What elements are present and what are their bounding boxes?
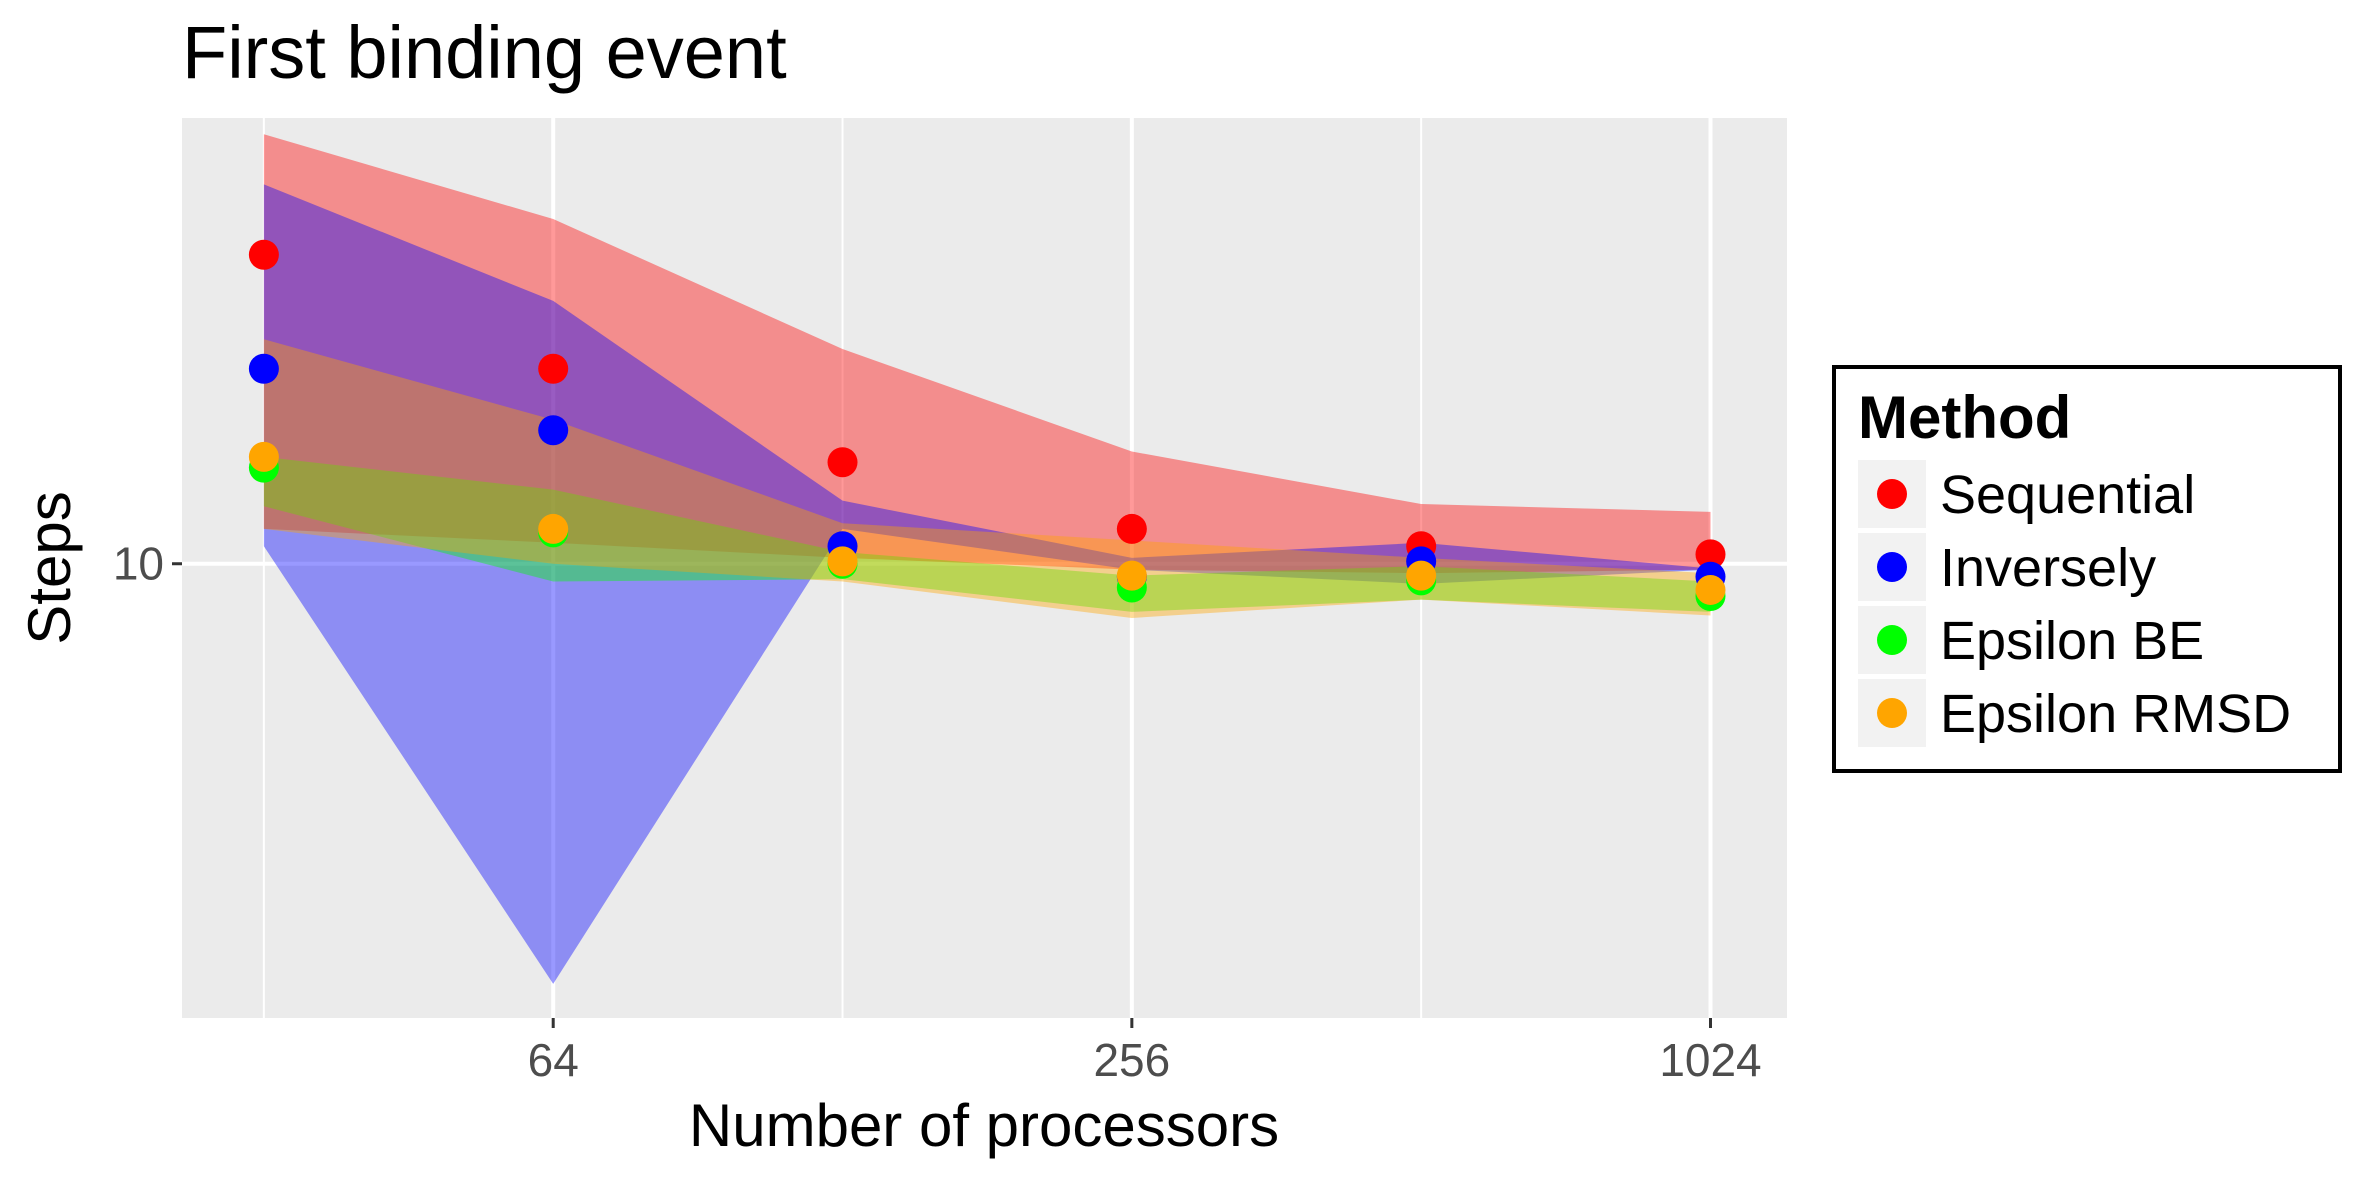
y-axis-title: Steps — [16, 491, 83, 644]
legend: Method Sequential Inversely Epsilon BE Epsi… — [1832, 365, 2342, 773]
point-epsilon-rmsd — [827, 546, 858, 577]
point-inversely — [538, 415, 569, 446]
point-sequential — [1116, 513, 1147, 544]
legend-items: Sequential Inversely Epsilon BE Epsilon RMS… — [1858, 460, 2291, 747]
point-epsilon-rmsd — [248, 441, 279, 472]
legend-swatch — [1877, 698, 1907, 728]
legend-label: Epsilon BE — [1940, 611, 2204, 671]
legend-label: Sequential — [1940, 465, 2195, 525]
point-epsilon-rmsd — [1406, 560, 1437, 591]
band-sequential — [263, 134, 1711, 574]
legend-title: Method — [1858, 384, 2071, 451]
point-sequential — [538, 353, 569, 384]
point-epsilon-rmsd — [1116, 560, 1147, 591]
x-tick-label: 64 — [528, 1034, 579, 1086]
band-epsilon-rmsd — [263, 339, 1711, 618]
point-sequential — [827, 447, 858, 478]
legend-swatch — [1877, 479, 1907, 509]
legend-label: Epsilon RMSD — [1940, 684, 2291, 744]
x-tick-label: 1024 — [1659, 1034, 1761, 1086]
x-axis-title: Number of processors — [689, 1092, 1279, 1159]
point-epsilon-rmsd — [1695, 574, 1726, 605]
point-epsilon-rmsd — [538, 513, 569, 544]
point-sequential — [1695, 539, 1726, 570]
point-sequential — [248, 239, 279, 270]
axis-ticks: 64 256 1024 10 — [113, 538, 1762, 1086]
point-inversely — [248, 353, 279, 384]
x-tick-label: 256 — [1093, 1034, 1170, 1086]
legend-swatch — [1877, 552, 1907, 582]
y-tick-label: 10 — [113, 538, 164, 590]
legend-label: Inversely — [1940, 538, 2156, 598]
band-epsilon-be — [263, 456, 1711, 612]
band-inversely — [263, 184, 1711, 984]
plot-panel — [182, 118, 1787, 1018]
chart-title: First binding event — [182, 11, 787, 94]
data-points — [248, 239, 1726, 611]
legend-swatch — [1877, 625, 1907, 655]
ribbon-bands — [263, 134, 1711, 984]
